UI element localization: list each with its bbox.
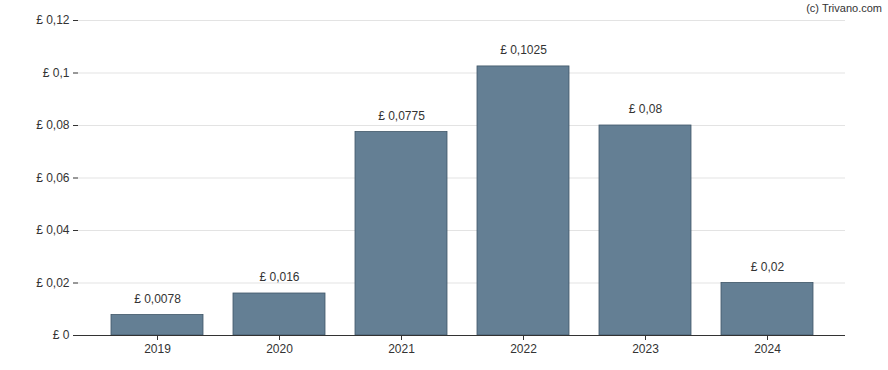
svg-text:2024: 2024 — [754, 342, 781, 356]
svg-text:2021: 2021 — [388, 342, 415, 356]
svg-text:2020: 2020 — [266, 342, 293, 356]
svg-text:£ 0,08: £ 0,08 — [629, 102, 663, 116]
svg-text:£ 0,016: £ 0,016 — [259, 270, 299, 284]
svg-text:£ 0,1: £ 0,1 — [43, 66, 70, 80]
svg-text:2023: 2023 — [632, 342, 659, 356]
svg-text:£ 0,06: £ 0,06 — [36, 171, 70, 185]
svg-text:£ 0,1025: £ 0,1025 — [500, 43, 547, 57]
svg-text:£ 0,04: £ 0,04 — [36, 223, 70, 237]
svg-text:£ 0,02: £ 0,02 — [36, 276, 70, 290]
svg-text:£ 0,0775: £ 0,0775 — [378, 109, 425, 123]
svg-text:£ 0,0078: £ 0,0078 — [134, 292, 181, 306]
svg-text:£ 0,08: £ 0,08 — [36, 118, 70, 132]
svg-text:£ 0,02: £ 0,02 — [751, 260, 785, 274]
svg-text:2022: 2022 — [510, 342, 537, 356]
html-text:(c) Trivano.com: (c) Trivano.com — [806, 2, 882, 14]
svg-text:£ 0,12: £ 0,12 — [36, 13, 70, 27]
svg-text:£ 0: £ 0 — [53, 328, 70, 342]
svg-text:2019: 2019 — [144, 342, 171, 356]
